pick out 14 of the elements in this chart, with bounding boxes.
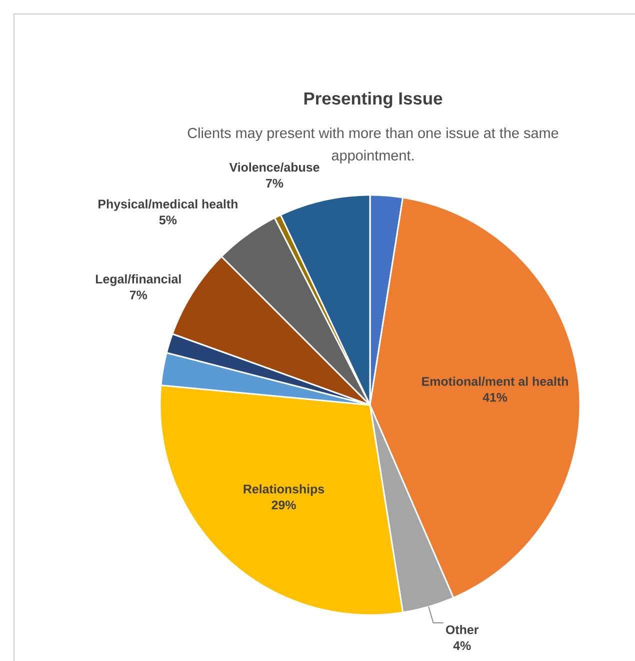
slice-label: Physical/medical health (98, 199, 238, 211)
data-label: 41% (482, 392, 508, 402)
data-label: 7% (266, 178, 284, 188)
slice-label: Violence/abuse (229, 162, 320, 172)
data-label: 4% (453, 641, 471, 650)
chart-subtitle: Clients may present with more than one issue at the same appointment. (188, 128, 558, 164)
chart-title: Presenting Issue (304, 92, 442, 108)
data-label: 29% (272, 500, 296, 510)
slice-label: Other (446, 624, 479, 634)
slice-label: Emotional/ment al health (422, 376, 568, 386)
slice-label: Relationships (244, 484, 324, 496)
data-label: 7% (130, 290, 148, 300)
slice-label: Legal/financial (96, 274, 181, 286)
data-label: 5% (159, 216, 177, 224)
